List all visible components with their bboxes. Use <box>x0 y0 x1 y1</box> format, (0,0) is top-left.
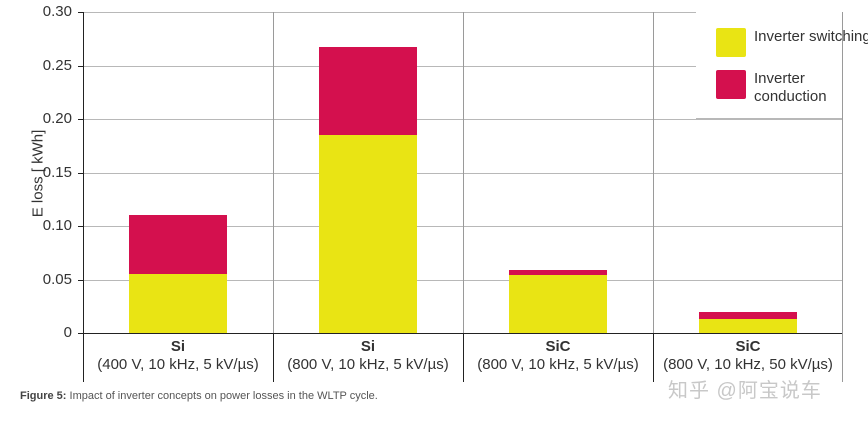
category-label: SiC (800 V, 10 kHz, 50 kV/µs) <box>653 338 843 374</box>
y-axis <box>83 12 84 382</box>
caption-text: Impact of inverter concepts on power los… <box>66 390 378 402</box>
y-tick-label: 0.15 <box>42 163 72 181</box>
x-axis <box>78 333 843 334</box>
y-tick-label: 0.25 <box>42 56 72 74</box>
legend-label-switching: Inverter switching <box>754 28 868 45</box>
bar-segment-switching <box>129 274 227 333</box>
category-divider <box>463 12 464 333</box>
category-divider <box>273 12 274 333</box>
bar-segment-conduction <box>319 47 417 136</box>
category-conditions: (800 V, 10 kHz, 5 kV/µs) <box>287 356 449 373</box>
bar-stack <box>699 12 797 333</box>
category-divider <box>653 12 654 333</box>
category-label-divider <box>463 333 464 382</box>
watermark: 知乎 @阿宝说车 <box>668 380 822 402</box>
category-conditions: (800 V, 10 kHz, 5 kV/µs) <box>477 356 639 373</box>
legend: Inverter switching Inverter conduction <box>696 12 868 119</box>
y-tick-mark <box>78 65 83 67</box>
bar-segment-conduction <box>509 269 607 276</box>
legend-item-switching: Inverter switching <box>716 28 868 57</box>
category-material: Si <box>170 338 186 355</box>
bar-segment-conduction <box>699 311 797 320</box>
y-tick-mark <box>78 333 83 334</box>
y-tick-label: 0.10 <box>42 217 72 234</box>
y-axis-title: E loss [ kWh] <box>29 129 47 218</box>
y-tick-label: 0.30 <box>42 3 72 20</box>
figure-caption: Figure 5: Impact of inverter concepts on… <box>20 390 378 402</box>
caption-label: Figure 5: <box>20 390 67 402</box>
y-tick-mark <box>78 226 83 227</box>
bar-stack <box>129 12 227 333</box>
bar-stack <box>509 12 607 333</box>
legend-item-conduction: Inverter conduction <box>716 70 868 106</box>
y-tick-mark <box>78 12 83 13</box>
category-conditions: (400 V, 10 kHz, 5 kV/µs) <box>97 356 259 373</box>
bar-segment-switching <box>319 135 417 333</box>
plot-right-border <box>842 12 843 382</box>
category-material: SiC <box>735 338 761 355</box>
category-label-divider <box>273 333 274 382</box>
category-label-divider <box>653 333 654 382</box>
y-tick-mark <box>78 172 83 174</box>
plot-area <box>83 12 843 333</box>
y-tick-label: 0.20 <box>42 110 72 127</box>
category-conditions: (800 V, 10 kHz, 50 kV/µs) <box>663 356 833 373</box>
category-label: Si (800 V, 10 kHz, 5 kV/µs) <box>273 338 463 374</box>
y-tick-mark <box>78 279 83 281</box>
legend-swatch-conduction <box>716 70 746 99</box>
y-tick-mark <box>78 119 83 120</box>
category-label: SiC (800 V, 10 kHz, 5 kV/µs) <box>463 338 653 374</box>
legend-label-conduction: Inverter conduction <box>754 70 827 105</box>
y-tick-label: 0 <box>63 324 72 341</box>
category-label: Si (400 V, 10 kHz, 5 kV/µs) <box>83 338 273 374</box>
bar-segment-switching <box>509 275 607 333</box>
bar-stack <box>319 12 417 333</box>
bar-segment-conduction <box>129 215 227 275</box>
category-material: Si <box>360 338 376 355</box>
legend-swatch-switching <box>716 28 746 57</box>
bar-segment-switching <box>699 319 797 333</box>
category-material: SiC <box>545 338 571 355</box>
y-tick-label: 0.05 <box>42 270 72 288</box>
